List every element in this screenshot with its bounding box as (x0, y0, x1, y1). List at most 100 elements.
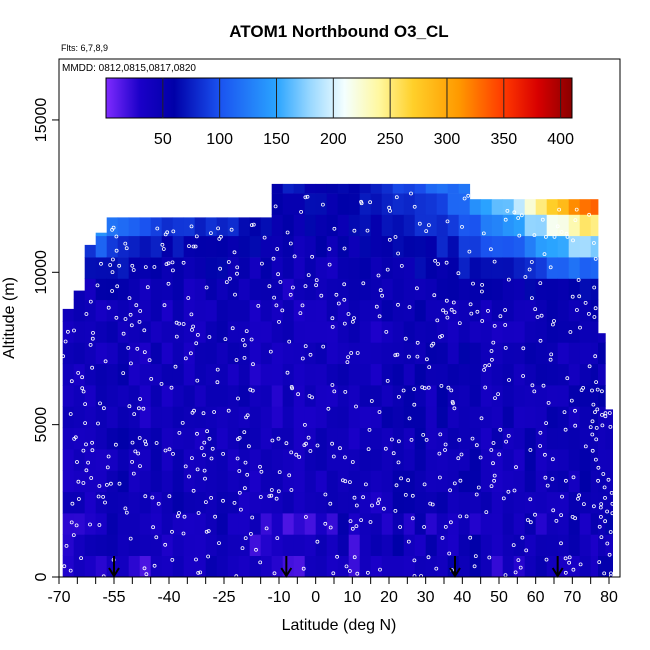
sample-marker (258, 560, 263, 565)
curtain-cell (480, 385, 493, 407)
sample-marker (128, 536, 133, 541)
sample-marker (299, 209, 304, 214)
curtain-cell (359, 278, 372, 301)
curtain-cell (183, 555, 196, 577)
sample-marker (130, 440, 135, 445)
curtain-cell (238, 257, 251, 279)
curtain-cell (546, 214, 559, 237)
curtain-cell (524, 427, 537, 450)
curtain-cell (326, 470, 339, 493)
sample-marker (259, 261, 264, 266)
curtain-cell (106, 235, 119, 258)
curtain-cell (161, 385, 174, 407)
sample-marker (319, 293, 324, 298)
curtain-cell (579, 299, 592, 322)
sample-marker (342, 455, 347, 460)
curtain-cell (84, 406, 97, 429)
curtain-cell (282, 427, 295, 450)
curtain-cell (139, 385, 152, 407)
sample-marker (551, 508, 556, 513)
curtain-cell (249, 491, 262, 514)
curtain-cell (205, 363, 218, 386)
sample-marker (342, 321, 347, 326)
sample-marker (210, 446, 215, 451)
curtain-cell (605, 449, 613, 471)
curtain-cell (590, 491, 599, 514)
curtain-cell (62, 321, 75, 343)
curtain-cell (238, 513, 251, 535)
curtain-cell (282, 363, 295, 386)
sample-marker (599, 502, 604, 507)
curtain-cell (271, 385, 284, 407)
curtain-cell (568, 534, 581, 556)
curtain-cell (359, 513, 372, 535)
curtain-cell (370, 534, 383, 556)
curtain-cell (524, 363, 537, 386)
curtain-cell (172, 491, 185, 514)
sample-marker (191, 324, 196, 329)
sample-marker (456, 456, 461, 461)
curtain-cell (282, 257, 295, 279)
curtain-cell (513, 491, 526, 514)
curtain-cell (117, 342, 130, 365)
curtain-cell (282, 534, 295, 556)
curtain-cell (469, 363, 482, 386)
curtain-cell (348, 183, 361, 194)
curtain-cell (491, 257, 504, 279)
curtain-cell (337, 491, 350, 514)
curtain-cell (436, 299, 449, 322)
curtain-cell (370, 235, 383, 258)
sample-marker (529, 260, 534, 264)
sample-marker (195, 431, 199, 436)
sample-marker (152, 563, 157, 568)
curtain-cell (447, 235, 460, 258)
curtain-cell (183, 321, 196, 343)
curtain-cell (260, 406, 273, 429)
curtain-cell (282, 278, 295, 301)
curtain-cell (491, 199, 504, 215)
sample-marker (124, 510, 129, 515)
curtain-cell (513, 321, 526, 343)
curtain-cell (84, 244, 97, 258)
curtain-cell (414, 491, 427, 514)
x-tick-label: -55 (102, 589, 125, 606)
sample-marker (290, 285, 295, 290)
curtain-cell (128, 217, 141, 237)
sample-marker (406, 354, 411, 359)
curtain-cell (359, 449, 372, 471)
curtain-cell (62, 342, 75, 365)
sample-marker (575, 308, 579, 312)
curtain-cell (425, 363, 438, 386)
sample-marker (154, 535, 159, 540)
sample-marker (443, 525, 448, 529)
sample-marker (137, 436, 142, 440)
curtain-cell (535, 257, 548, 279)
curtain-cell (590, 534, 599, 556)
curtain-cell (73, 513, 86, 535)
x-tick-label: 80 (600, 589, 618, 606)
sample-marker (427, 365, 432, 370)
sample-marker (80, 386, 85, 391)
curtain-cell (370, 555, 383, 577)
sample-marker (285, 230, 290, 235)
curtain-cell (513, 214, 526, 237)
sample-marker (528, 448, 533, 452)
curtain-cell (546, 427, 559, 450)
sample-marker (342, 297, 347, 302)
curtain-cell (590, 342, 599, 365)
sample-marker (487, 555, 492, 560)
sample-marker (300, 303, 305, 308)
curtain-cell (238, 217, 251, 237)
sample-marker (274, 303, 279, 308)
sample-marker (602, 571, 607, 576)
curtain-cell (183, 534, 196, 556)
sample-marker (393, 508, 398, 513)
sample-marker (492, 478, 497, 483)
sample-marker (384, 329, 389, 334)
curtain-cell (425, 406, 438, 429)
sample-marker (414, 286, 419, 291)
curtain-cell (447, 385, 460, 407)
curtain-cell (546, 278, 559, 301)
sample-marker (424, 229, 429, 234)
sample-marker (328, 525, 333, 530)
